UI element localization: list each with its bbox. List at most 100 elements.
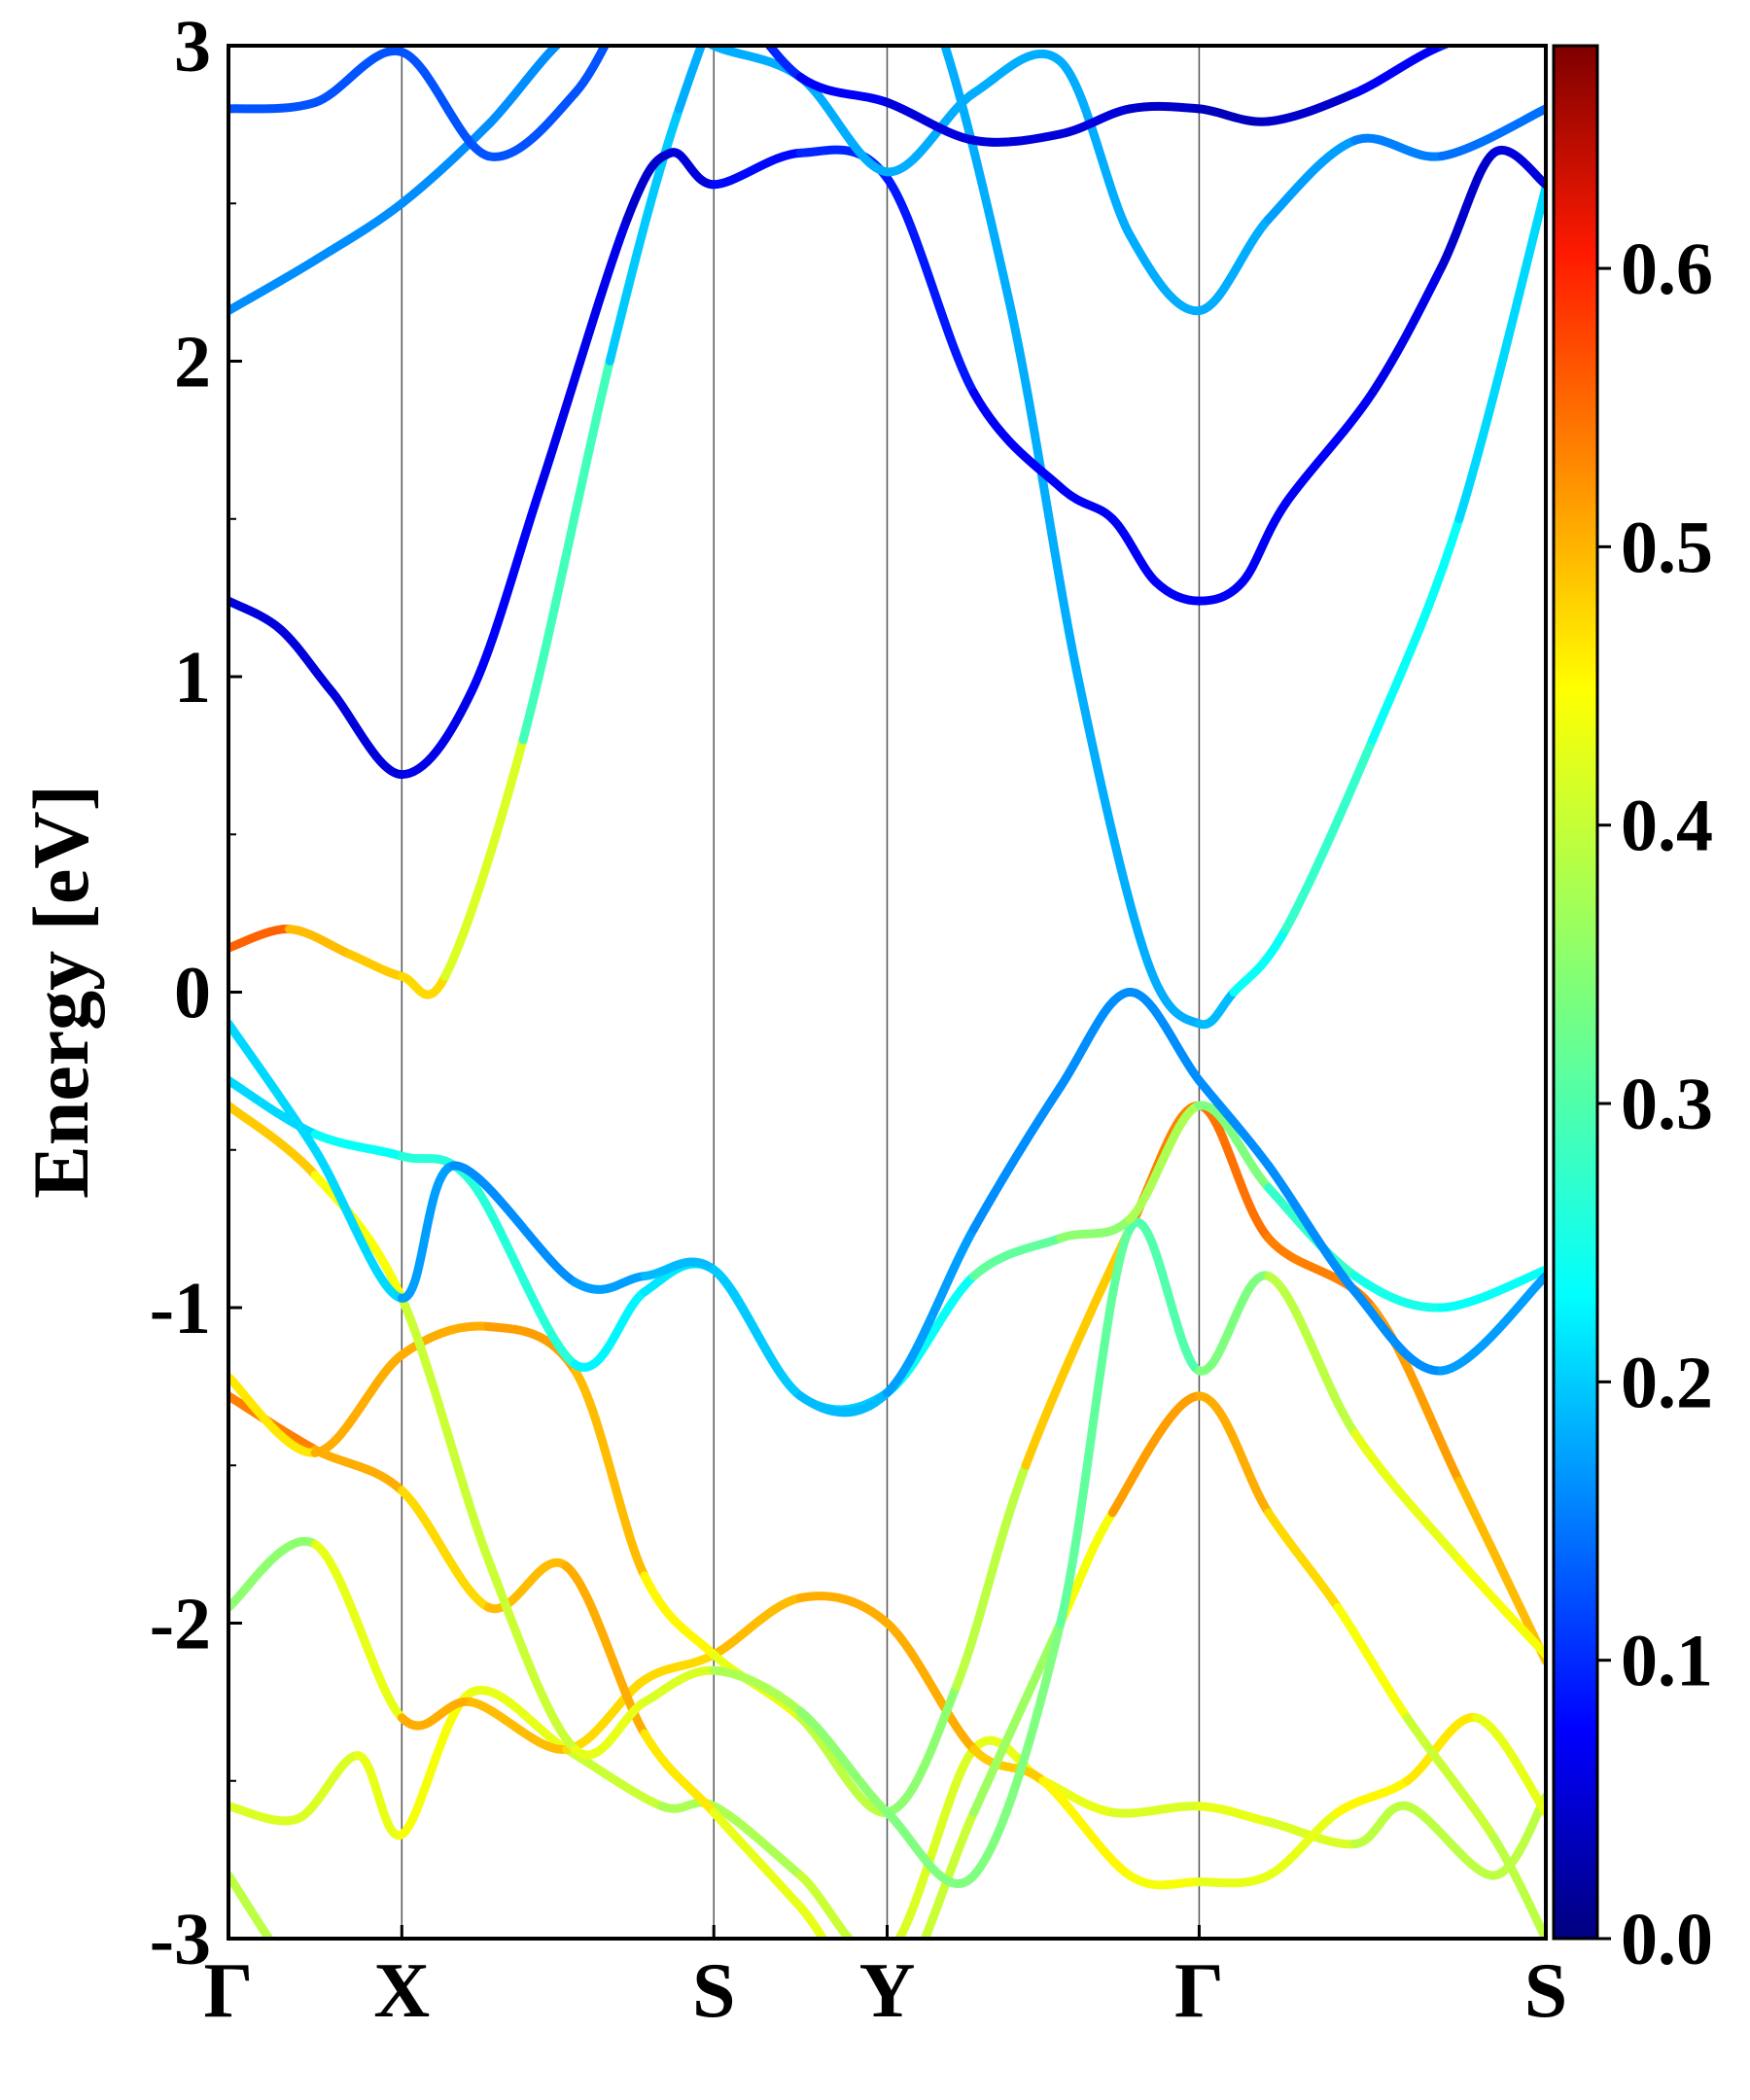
band-segment bbox=[1489, 146, 1546, 190]
band-segment bbox=[1489, 1833, 1546, 1939]
band-segment bbox=[310, 1145, 406, 1303]
band-segment bbox=[1489, 1792, 1546, 1880]
band-segment bbox=[795, 72, 892, 107]
band-segment bbox=[640, 1571, 718, 1660]
band-segment bbox=[576, 13, 662, 30]
band-segment bbox=[293, 1751, 364, 1824]
band-segment bbox=[1003, 294, 1083, 682]
band-segment bbox=[1056, 56, 1135, 240]
band-segment bbox=[1437, 1265, 1546, 1312]
band-segment bbox=[228, 1372, 320, 1457]
y-axis-ticks: -3 -2 -1 0 1 2 3 bbox=[150, 6, 242, 1980]
band-segment bbox=[397, 1293, 493, 1565]
band bbox=[228, 1871, 1407, 2065]
band-segment bbox=[883, 97, 979, 145]
y-tick-label: 3 bbox=[174, 6, 211, 88]
band-segment bbox=[228, 1871, 275, 1939]
band-segment bbox=[1107, 1391, 1204, 1518]
band-segment bbox=[483, 1556, 580, 1754]
band-segment bbox=[1194, 1075, 1274, 1171]
band-segment bbox=[640, 1729, 718, 1817]
band-segment bbox=[440, 735, 528, 981]
band-segment bbox=[1194, 104, 1274, 126]
band bbox=[228, 145, 1546, 780]
band-segment bbox=[228, 1536, 320, 1612]
band-segment bbox=[402, 2033, 488, 2065]
band-segment bbox=[1125, 101, 1204, 114]
band-segment bbox=[228, 1019, 320, 1155]
band-segment bbox=[345, 950, 406, 981]
band-segment bbox=[1125, 1217, 1204, 1376]
band-segment bbox=[1333, 1602, 1412, 1723]
kpoint-label: S bbox=[692, 1948, 736, 2034]
band-segment bbox=[1264, 88, 1360, 126]
band bbox=[228, 46, 1454, 161]
band-segment bbox=[467, 1686, 572, 1754]
band-segment bbox=[893, 1744, 979, 1939]
band bbox=[228, 1101, 1546, 1817]
band-segment bbox=[1281, 388, 1378, 508]
kpoint-label: Y bbox=[859, 1948, 916, 2034]
band-segment bbox=[1437, 46, 1454, 51]
band-segment bbox=[1073, 672, 1152, 965]
band-segment bbox=[397, 1486, 493, 1612]
band-segment bbox=[1350, 46, 1447, 98]
band-segment bbox=[795, 1871, 856, 1939]
colorbar-ticks: 0.0 0.1 0.2 0.3 0.4 0.5 0.6 bbox=[1597, 228, 1713, 1980]
band-segment bbox=[969, 388, 1066, 492]
band-segment bbox=[883, 1681, 962, 1817]
band-segment bbox=[1350, 1272, 1447, 1312]
band-segment bbox=[1125, 1871, 1204, 1890]
band-segment bbox=[1107, 514, 1161, 587]
band-segment bbox=[1303, 2001, 1407, 2033]
band-segment bbox=[1350, 1429, 1464, 1565]
band-segment bbox=[709, 1265, 805, 1401]
band-segment bbox=[310, 1350, 406, 1457]
band-segment bbox=[467, 482, 545, 697]
band-segment bbox=[883, 88, 979, 177]
band-segment bbox=[397, 1151, 476, 1186]
band-segment bbox=[969, 1619, 1066, 1880]
band-segment bbox=[483, 1558, 572, 1614]
y-tick-label: -2 bbox=[150, 1584, 211, 1665]
band-segment bbox=[397, 1321, 493, 1360]
band-segment bbox=[1402, 1713, 1482, 1786]
band-segment bbox=[1056, 988, 1135, 1092]
band-segment bbox=[483, 88, 580, 161]
y-axis-label: Energy [eV] bbox=[17, 785, 105, 1199]
band-segment bbox=[704, 46, 718, 51]
band-segment bbox=[310, 1171, 406, 1303]
band-segment bbox=[1437, 1272, 1546, 1376]
band-segment bbox=[1437, 104, 1546, 161]
band-segment bbox=[228, 925, 294, 953]
band-segment bbox=[1194, 1271, 1274, 1376]
band-segment bbox=[1454, 183, 1546, 524]
band-segment bbox=[571, 1366, 649, 1581]
band-segment bbox=[795, 1706, 892, 1817]
band-segment bbox=[1333, 1776, 1412, 1817]
colorbar-tick-label: 0.4 bbox=[1621, 786, 1713, 867]
band-segment bbox=[1350, 1801, 1412, 1849]
band-segment bbox=[228, 1802, 302, 1826]
band-segment bbox=[1038, 1776, 1135, 1880]
band-segment bbox=[397, 120, 493, 208]
y-tick-label: 2 bbox=[174, 322, 211, 403]
band-segment bbox=[310, 1130, 406, 1161]
band-segment bbox=[518, 357, 614, 745]
band-segment bbox=[969, 1744, 1048, 1786]
band-segment bbox=[1151, 578, 1204, 606]
band-segment bbox=[1350, 133, 1447, 161]
band-segment bbox=[571, 1287, 649, 1372]
band-segment bbox=[883, 1224, 979, 1398]
band-segment bbox=[795, 1592, 892, 1628]
band-segment bbox=[883, 173, 979, 398]
band-segment bbox=[640, 1257, 718, 1281]
band-segment bbox=[571, 1698, 649, 1760]
band-segment bbox=[1472, 1713, 1546, 1817]
band-segment bbox=[1437, 148, 1499, 271]
band-segment bbox=[397, 1161, 459, 1303]
band-segment bbox=[1125, 1101, 1204, 1224]
band-segment bbox=[1125, 988, 1204, 1085]
band-segment bbox=[952, 1460, 1031, 1691]
